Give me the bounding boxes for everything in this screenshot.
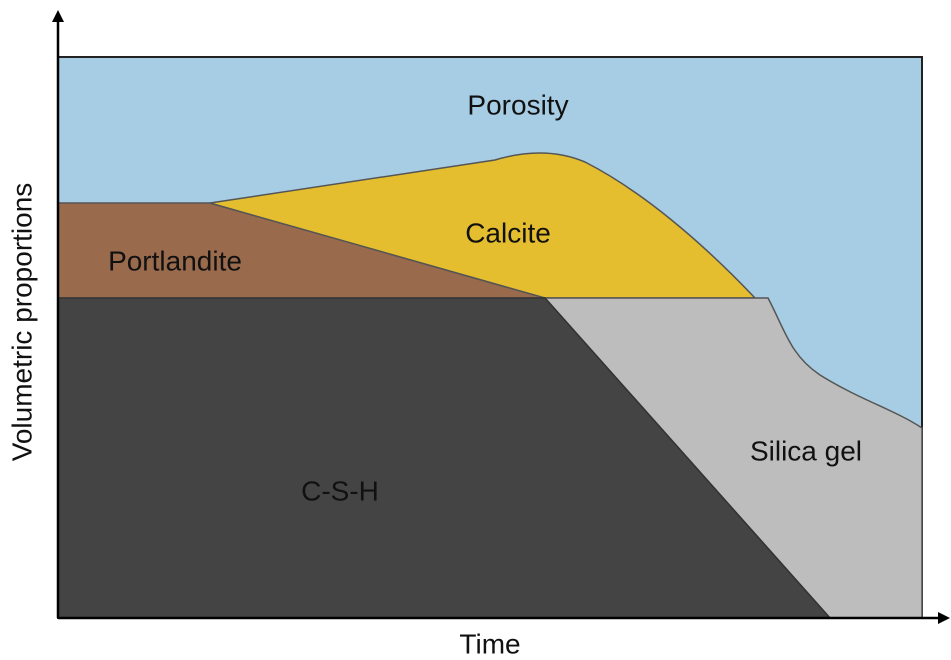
portlandite-label: Portlandite: [108, 245, 242, 276]
calcite-region: [209, 152, 757, 299]
x-axis-arrow: [938, 612, 950, 624]
silica-gel-label: Silica gel: [750, 435, 862, 466]
porosity-label: Porosity: [467, 89, 568, 120]
silica-gel-region: [543, 297, 923, 619]
x-axis-label: Time: [459, 628, 520, 659]
y-axis-arrow: [52, 10, 64, 22]
calcite-label: Calcite: [465, 217, 551, 248]
csh-label: C-S-H: [301, 475, 379, 506]
y-axis-label: Volumetric proportions: [6, 183, 37, 462]
